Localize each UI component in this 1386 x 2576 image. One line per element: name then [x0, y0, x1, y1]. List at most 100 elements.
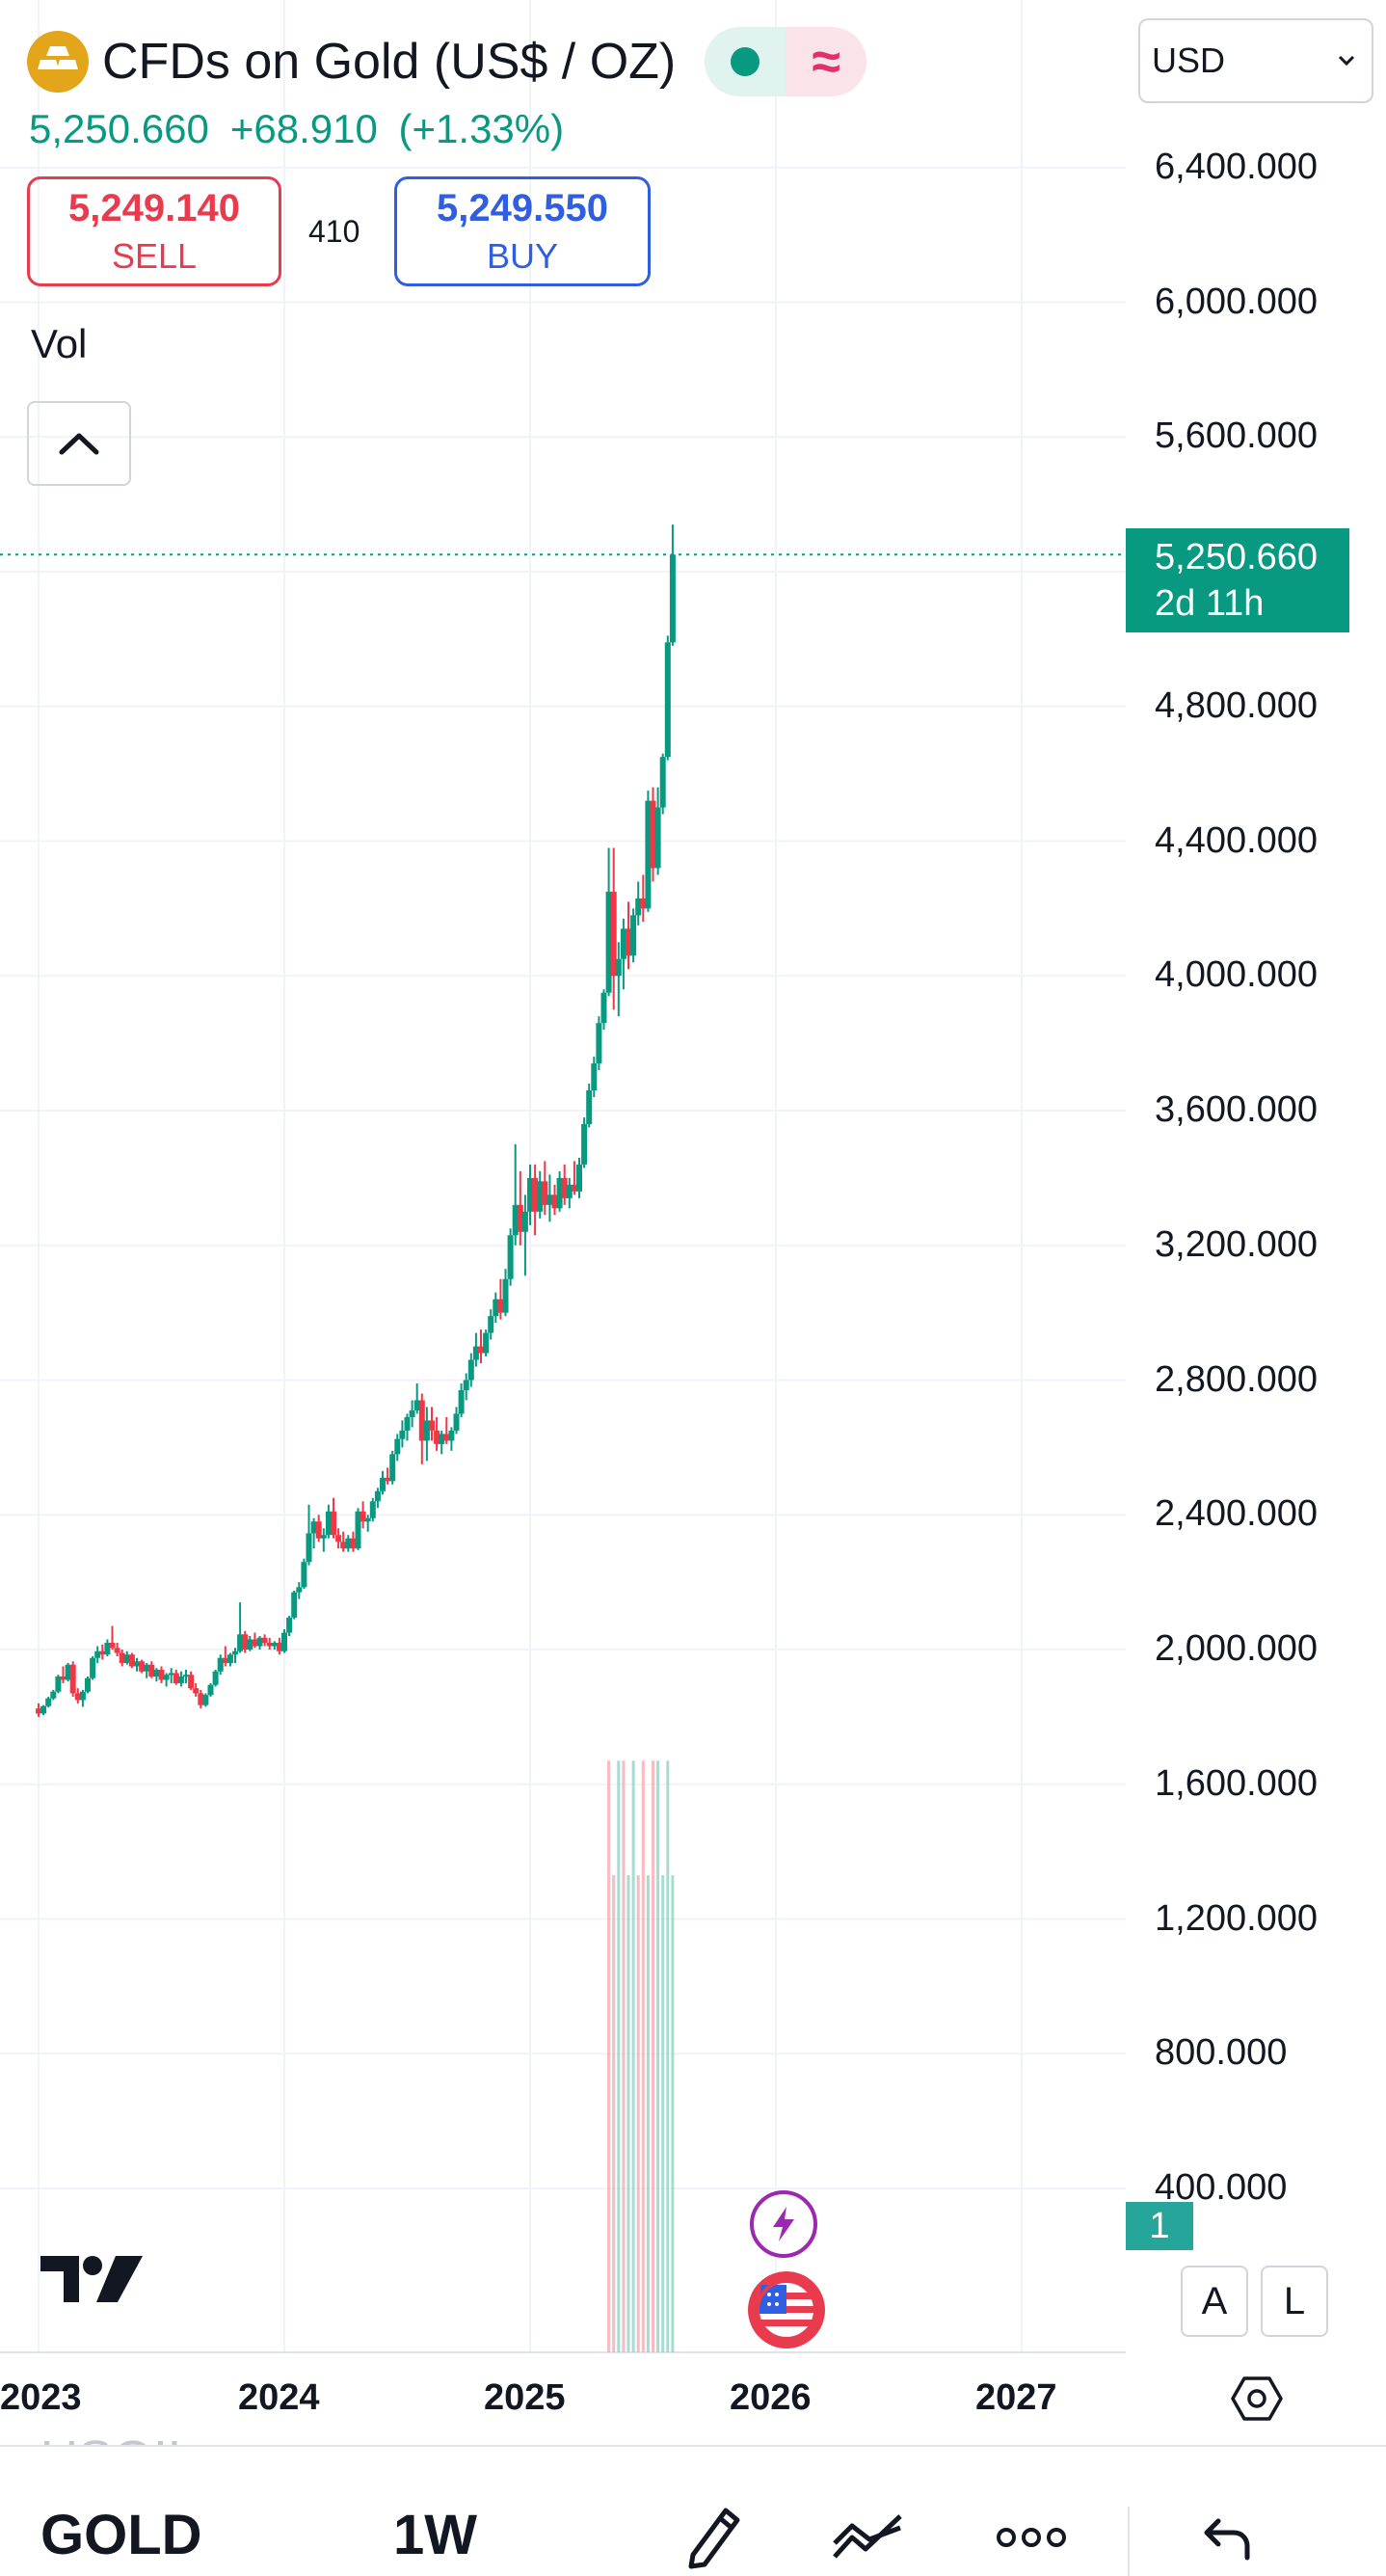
candle-body [227, 1654, 233, 1663]
indicators-icon [833, 2514, 902, 2559]
volume-bar [631, 1760, 635, 2352]
candle-body [340, 1542, 347, 1549]
candle-body [109, 1643, 116, 1649]
candle-body [399, 1430, 406, 1439]
candle-body [467, 1359, 474, 1381]
last-price: 5,250.660 [29, 106, 209, 151]
candle-body [331, 1511, 336, 1536]
candle-body [202, 1695, 209, 1705]
market-status-pill[interactable]: ≈ [705, 27, 867, 96]
candle-body [537, 1181, 544, 1212]
candle-body [320, 1535, 327, 1539]
more-button[interactable] [993, 2499, 1070, 2576]
price-axis-label: 1,600.000 [1155, 1762, 1319, 1804]
buy-label: BUY [486, 235, 559, 276]
candle-body [286, 1617, 293, 1633]
candle-body [310, 1521, 317, 1534]
candle-body [242, 1634, 249, 1650]
candle-body [374, 1490, 381, 1502]
candle-body [493, 1299, 499, 1317]
chart-settings-button[interactable] [1230, 2372, 1284, 2426]
candle-body [532, 1177, 539, 1212]
candle-body [453, 1413, 460, 1431]
candle-body [212, 1671, 219, 1685]
candle-body [198, 1693, 204, 1705]
candle-body [94, 1650, 101, 1658]
time-axis-label: 2023 [0, 2377, 82, 2418]
candle-body [173, 1673, 179, 1683]
currency-select[interactable]: USD [1138, 18, 1373, 103]
candle-body [345, 1538, 352, 1549]
log-scale-button[interactable]: L [1261, 2266, 1328, 2337]
time-axis-label: 2026 [730, 2377, 812, 2418]
auto-scale-button[interactable]: A [1181, 2266, 1248, 2337]
toolbar-divider [1128, 2507, 1130, 2576]
candle-body [659, 757, 666, 808]
candle-body [566, 1184, 573, 1198]
price-change-pct: (+1.33%) [398, 106, 565, 151]
candle-body [355, 1511, 361, 1549]
candle-body [79, 1691, 86, 1701]
drawing-tools-button[interactable] [675, 2499, 752, 2576]
candle-body [635, 898, 642, 916]
candle-body [615, 958, 622, 977]
indicators-button[interactable] [831, 2499, 908, 2576]
candle-body [542, 1181, 548, 1205]
time-axis-label: 2024 [238, 2377, 320, 2418]
candle-body [335, 1535, 342, 1543]
candle-body [177, 1676, 184, 1683]
candle-body [439, 1434, 445, 1444]
candle-body [581, 1123, 588, 1165]
candle-body [271, 1643, 278, 1647]
candle-body [571, 1184, 577, 1192]
price-axis-label: 4,800.000 [1155, 684, 1319, 726]
sell-button[interactable]: 5,249.140 SELL [27, 176, 281, 286]
interval-selector[interactable]: 1W [393, 2504, 477, 2566]
lightning-event-marker[interactable] [750, 2190, 817, 2258]
candle-body [193, 1688, 200, 1694]
volume-bar [636, 1875, 640, 2352]
candle-body [69, 1664, 76, 1694]
economic-event-marker[interactable] [748, 2271, 825, 2348]
candle-body [232, 1650, 238, 1655]
candle-body [50, 1691, 57, 1699]
candle-body [404, 1416, 411, 1431]
candle-body [301, 1562, 307, 1588]
pencil-icon [688, 2508, 740, 2569]
symbol-selector[interactable]: GOLD [40, 2504, 202, 2566]
candle-body [252, 1639, 258, 1647]
sell-price: 5,249.140 [68, 186, 240, 229]
candle-body [123, 1654, 130, 1663]
candle-body [512, 1204, 519, 1236]
symbol-title[interactable]: CFDs on Gold (US$ / OZ) [102, 34, 677, 90]
candle-body [556, 1177, 563, 1209]
candle-body [443, 1434, 450, 1441]
sell-label: SELL [111, 235, 198, 276]
candle-body [276, 1643, 282, 1651]
candle-body [458, 1389, 465, 1414]
candle-body [36, 1708, 41, 1714]
spread-value: 410 [308, 214, 360, 249]
candle-body [266, 1643, 273, 1647]
volume-bar [622, 1760, 626, 2352]
undo-button[interactable] [1186, 2499, 1263, 2576]
currency-value: USD [1152, 40, 1226, 80]
volume-indicator-label[interactable]: Vol [31, 321, 88, 366]
candle-body [389, 1454, 396, 1482]
time-axis-label: 2025 [484, 2377, 566, 2418]
candle-body [296, 1587, 303, 1593]
volume-bar [671, 1875, 675, 2352]
candle-body [546, 1194, 553, 1205]
candle-body [158, 1669, 165, 1680]
volume-bar [617, 1760, 621, 2352]
symbol-header[interactable]: CFDs on Gold (US$ / OZ) ≈ [27, 27, 867, 96]
candle-body [654, 807, 661, 869]
buy-button[interactable]: 5,249.550 BUY [394, 176, 651, 286]
candle-body [134, 1661, 140, 1667]
candle-body [497, 1299, 504, 1313]
candle-body [429, 1420, 435, 1431]
collapse-indicators-button[interactable] [27, 401, 131, 486]
candle-body [507, 1235, 514, 1279]
